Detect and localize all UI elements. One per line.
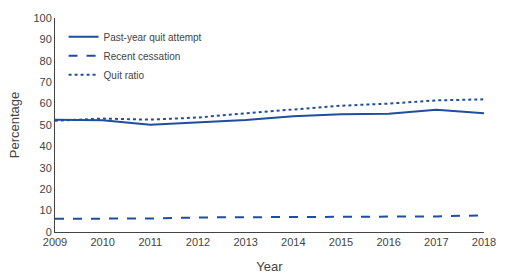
svg-text:70: 70 (40, 76, 52, 88)
svg-text:Past-year quit attempt: Past-year quit attempt (104, 32, 202, 43)
svg-text:2011: 2011 (139, 236, 163, 248)
svg-text:50: 50 (40, 119, 52, 131)
svg-text:Recent cessation: Recent cessation (104, 51, 181, 62)
svg-text:2012: 2012 (186, 236, 210, 248)
svg-text:2015: 2015 (329, 236, 353, 248)
svg-text:10: 10 (40, 204, 52, 216)
svg-text:30: 30 (40, 162, 52, 174)
svg-text:40: 40 (40, 140, 52, 152)
svg-text:80: 80 (40, 55, 52, 67)
svg-text:0: 0 (46, 226, 52, 238)
svg-text:2014: 2014 (281, 236, 305, 248)
svg-text:2017: 2017 (424, 236, 448, 248)
svg-text:60: 60 (40, 97, 52, 109)
svg-text:2013: 2013 (233, 236, 257, 248)
svg-text:Percentage: Percentage (7, 92, 22, 159)
svg-text:100: 100 (33, 12, 51, 24)
svg-text:20: 20 (40, 183, 52, 195)
svg-text:2009: 2009 (43, 236, 67, 248)
svg-text:Quit ratio: Quit ratio (104, 70, 145, 81)
svg-text:2018: 2018 (472, 236, 496, 248)
svg-text:Year: Year (256, 259, 283, 274)
svg-text:90: 90 (40, 33, 52, 45)
svg-text:2010: 2010 (90, 236, 114, 248)
svg-text:2016: 2016 (376, 236, 400, 248)
